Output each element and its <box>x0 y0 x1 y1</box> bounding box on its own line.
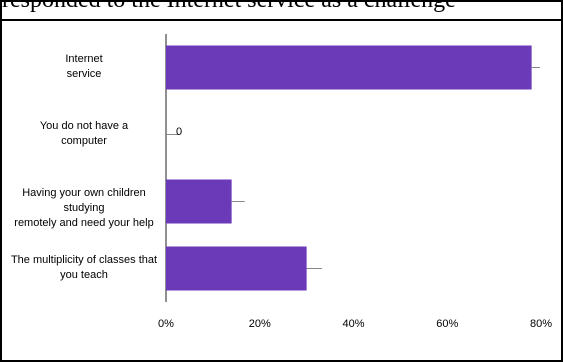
category-label: Internet service <box>4 52 164 82</box>
category-label: You do not have a computer <box>4 119 164 149</box>
cropped-caption-strip: responded to the Internet service as a c… <box>2 0 561 22</box>
category-label-line: service <box>66 67 102 80</box>
x-tick-label: 80% <box>529 318 553 330</box>
category-label-line: you teach <box>60 268 108 281</box>
category-label-line: Internet <box>65 52 103 65</box>
category-label-line: Having your own children studying <box>22 186 146 214</box>
category-label: The multiplicity of classes that you teac… <box>4 253 164 283</box>
x-tick-label: 40% <box>342 318 365 330</box>
bar <box>166 246 307 291</box>
category-label-line: You do not have a <box>39 119 129 132</box>
top-rule <box>0 19 563 21</box>
data-label: 0 <box>176 125 183 138</box>
cropped-caption-text: responded to the Internet service as a c… <box>2 0 456 13</box>
category-label: Having your own children studying remotel… <box>4 186 164 231</box>
x-tick-label: 0% <box>158 318 174 330</box>
bar <box>166 179 232 224</box>
x-tick-label: 60% <box>436 318 459 330</box>
x-tick-label: 20% <box>248 318 271 330</box>
bar <box>166 45 532 90</box>
category-label-line: The multiplicity of classes that <box>10 253 158 266</box>
category-label-line: remotely and need your help <box>14 216 154 229</box>
category-label-line: computer <box>61 134 107 147</box>
